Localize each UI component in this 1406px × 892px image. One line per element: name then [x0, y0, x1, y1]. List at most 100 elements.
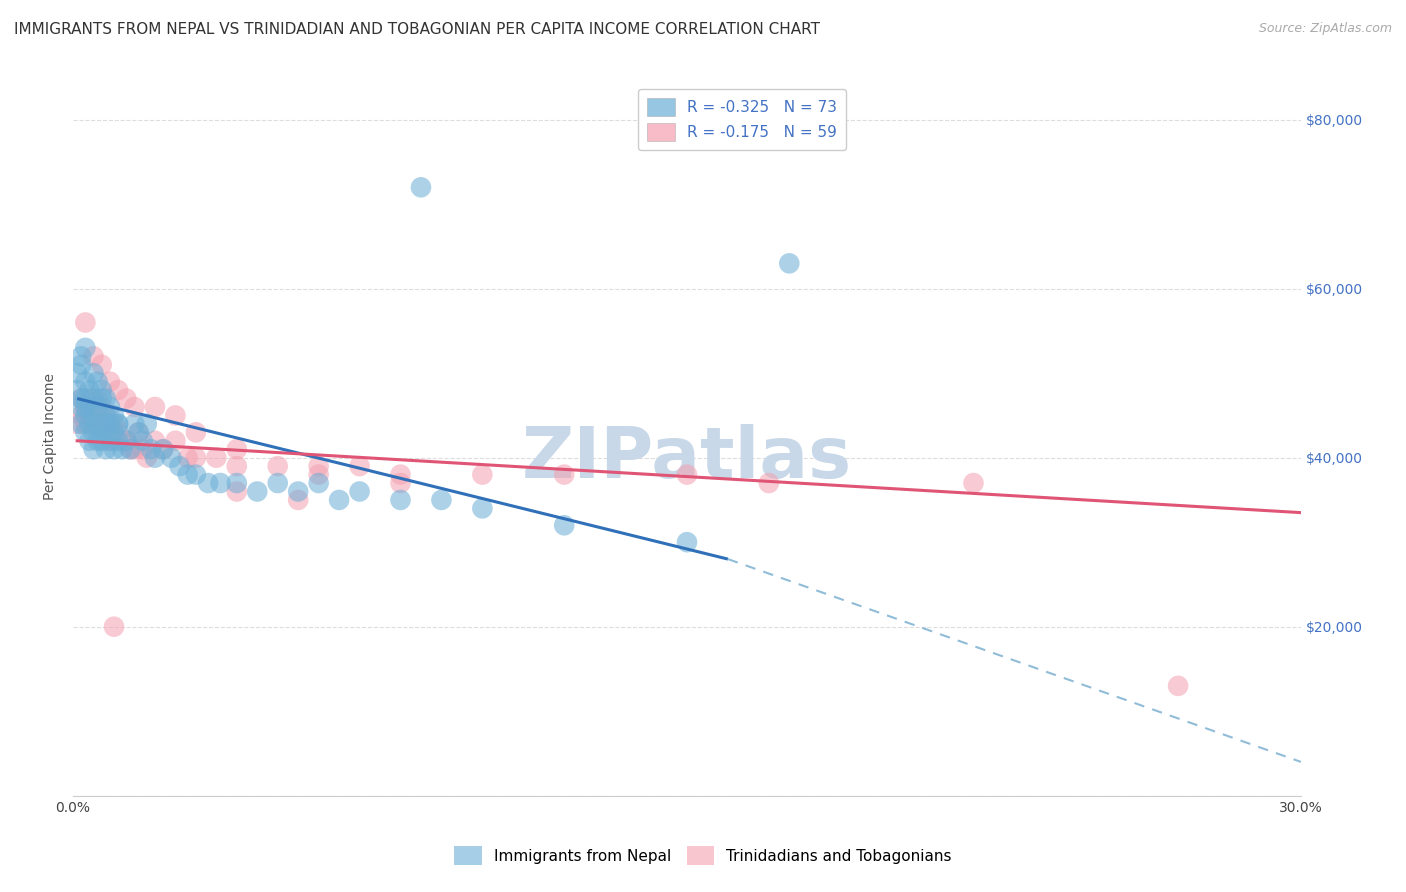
- Point: [94, 425, 117, 440]
- Text: Source: ZipAtlas.com: Source: ZipAtlas.com: [1258, 22, 1392, 36]
- Point: [152, 442, 174, 457]
- Point: [94, 425, 117, 440]
- Point: [184, 467, 207, 482]
- Point: [553, 467, 575, 482]
- Point: [75, 400, 97, 414]
- Point: [267, 459, 290, 474]
- Point: [70, 358, 93, 372]
- Point: [79, 417, 101, 431]
- Point: [287, 484, 309, 499]
- Point: [103, 620, 125, 634]
- Point: [225, 476, 247, 491]
- Point: [98, 400, 121, 414]
- Point: [124, 442, 146, 457]
- Point: [120, 442, 142, 457]
- Point: [676, 467, 699, 482]
- Point: [66, 383, 89, 397]
- Point: [94, 409, 117, 423]
- Point: [98, 434, 121, 448]
- Point: [79, 434, 101, 448]
- Point: [90, 392, 112, 406]
- Point: [94, 409, 117, 423]
- Point: [246, 484, 269, 499]
- Point: [287, 492, 309, 507]
- Point: [79, 392, 101, 406]
- Point: [124, 417, 146, 431]
- Point: [107, 434, 129, 448]
- Point: [308, 467, 330, 482]
- Point: [197, 476, 219, 491]
- Point: [103, 417, 125, 431]
- Point: [90, 434, 112, 448]
- Point: [103, 425, 125, 440]
- Point: [66, 366, 89, 380]
- Point: [131, 434, 153, 448]
- Point: [128, 425, 150, 440]
- Point: [205, 450, 228, 465]
- Point: [90, 417, 112, 431]
- Point: [143, 434, 166, 448]
- Text: IMMIGRANTS FROM NEPAL VS TRINIDADIAN AND TOBAGONIAN PER CAPITA INCOME CORRELATIO: IMMIGRANTS FROM NEPAL VS TRINIDADIAN AND…: [14, 22, 820, 37]
- Point: [66, 417, 89, 431]
- Point: [75, 417, 97, 431]
- Point: [389, 467, 412, 482]
- Y-axis label: Per Capita Income: Per Capita Income: [44, 373, 58, 500]
- Point: [83, 425, 105, 440]
- Point: [131, 442, 153, 457]
- Point: [75, 341, 97, 355]
- Point: [70, 417, 93, 431]
- Legend: R = -0.325   N = 73, R = -0.175   N = 59: R = -0.325 N = 73, R = -0.175 N = 59: [638, 88, 846, 151]
- Point: [471, 501, 494, 516]
- Point: [90, 383, 112, 397]
- Point: [758, 476, 780, 491]
- Point: [75, 409, 97, 423]
- Text: ZIPatlas: ZIPatlas: [522, 424, 852, 492]
- Point: [70, 400, 93, 414]
- Point: [143, 450, 166, 465]
- Point: [409, 180, 432, 194]
- Point: [135, 417, 157, 431]
- Point: [328, 492, 350, 507]
- Point: [86, 434, 108, 448]
- Point: [349, 459, 371, 474]
- Point: [778, 256, 800, 270]
- Point: [94, 442, 117, 457]
- Point: [389, 476, 412, 491]
- Point: [184, 425, 207, 440]
- Point: [83, 400, 105, 414]
- Point: [70, 409, 93, 423]
- Point: [124, 400, 146, 414]
- Point: [267, 476, 290, 491]
- Point: [143, 400, 166, 414]
- Point: [83, 392, 105, 406]
- Point: [75, 375, 97, 389]
- Point: [225, 442, 247, 457]
- Point: [1167, 679, 1189, 693]
- Point: [90, 417, 112, 431]
- Point: [111, 434, 134, 448]
- Point: [98, 417, 121, 431]
- Point: [86, 409, 108, 423]
- Point: [184, 450, 207, 465]
- Point: [103, 409, 125, 423]
- Point: [107, 417, 129, 431]
- Point: [169, 459, 191, 474]
- Point: [139, 442, 162, 457]
- Point: [176, 467, 198, 482]
- Point: [471, 467, 494, 482]
- Point: [86, 400, 108, 414]
- Point: [349, 484, 371, 499]
- Point: [553, 518, 575, 533]
- Point: [70, 392, 93, 406]
- Point: [83, 366, 105, 380]
- Point: [75, 316, 97, 330]
- Point: [135, 450, 157, 465]
- Point: [176, 450, 198, 465]
- Point: [308, 459, 330, 474]
- Point: [86, 392, 108, 406]
- Point: [83, 417, 105, 431]
- Point: [70, 392, 93, 406]
- Point: [90, 358, 112, 372]
- Point: [75, 425, 97, 440]
- Point: [107, 383, 129, 397]
